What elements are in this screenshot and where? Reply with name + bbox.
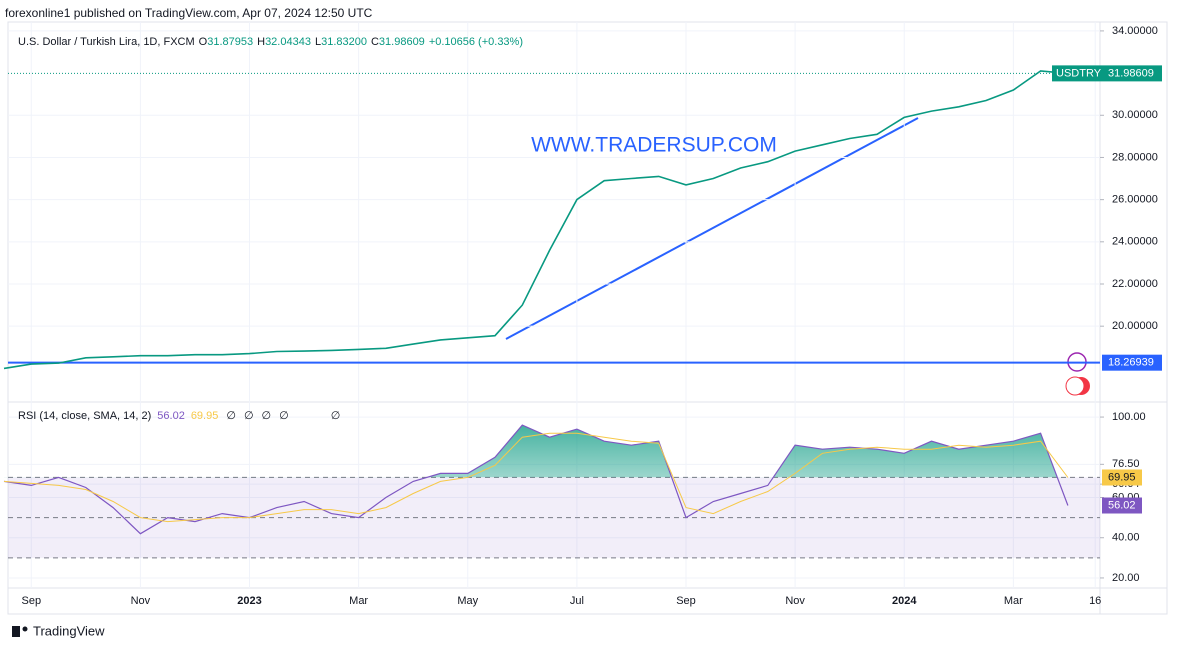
ohlc-key: H (257, 36, 265, 48)
y-tick-label: 100.00 (1112, 411, 1146, 423)
rsi-badge-label: 56.02 (1108, 499, 1136, 511)
y-tick-label: 30.00000 (1112, 109, 1158, 121)
ohlc-key: C (371, 36, 379, 48)
x-tick-label: Nov (785, 595, 805, 607)
y-tick-label: 20.00 (1112, 572, 1140, 584)
y-tick-label: 34.00000 (1112, 25, 1158, 37)
rsi-icon: ∅ (262, 410, 272, 422)
legend: U.S. Dollar / Turkish Lira, 1D, FXCM O31.… (18, 36, 523, 48)
x-tick-label: 2024 (892, 595, 917, 607)
rsi-icon: ∅ (244, 410, 254, 422)
symbol-title: U.S. Dollar / Turkish Lira, 1D, FXCM (18, 36, 195, 48)
rsi-icon: ∅ (279, 410, 289, 422)
change: +0.10656 (+0.33%) (429, 36, 523, 48)
x-tick-label: Jul (570, 595, 584, 607)
y-tick-label: 24.00000 (1112, 236, 1158, 248)
x-tick-label: May (457, 595, 478, 607)
rsi-legend-value: 69.95 (191, 410, 219, 422)
price-badge (1102, 65, 1162, 82)
ohlc-value: 31.87953 (207, 36, 253, 48)
rsi-title: RSI (14, close, SMA, 14, 2) (18, 410, 151, 422)
y-tick-label: 20.00000 (1112, 320, 1158, 332)
rsi-badge (1102, 469, 1142, 486)
y-tick-label: 26.00000 (1112, 194, 1158, 206)
price-badge-label: 31.98609 (1108, 67, 1154, 79)
logo (12, 626, 20, 637)
logo (22, 626, 28, 632)
rsi-badge-label: 69.95 (1108, 471, 1136, 483)
ohlc-key: L (315, 36, 321, 48)
y-tick-label: 76.50 (1112, 458, 1140, 470)
rsi-badge (1102, 497, 1142, 514)
x-tick-label: Sep (21, 595, 41, 607)
rsi-ma-line (3, 432, 1069, 523)
footer-brand: TradingView (33, 623, 105, 638)
rsi-legend-value: 56.02 (157, 410, 185, 422)
trend-line (505, 117, 919, 340)
rsi-icon: ∅ (226, 410, 236, 422)
flag-icon (1065, 376, 1085, 396)
rsi-line (3, 424, 1069, 535)
ohlc-value: 31.83200 (321, 36, 367, 48)
ohlc-value: 32.04343 (265, 36, 311, 48)
rsi-overbought-fill (426, 425, 1058, 478)
x-tick-label: Sep (676, 595, 696, 607)
y-tick-label: 22.00000 (1112, 278, 1158, 290)
publisher: forexonline1 published on TradingView.co… (5, 6, 373, 20)
y-tick-label: 40.00 (1112, 532, 1140, 544)
hline-badge-label: 18.26939 (1108, 357, 1154, 369)
x-tick-label: Mar (349, 595, 368, 607)
ohlc-key: O (199, 36, 208, 48)
x-tick-label: Nov (131, 595, 151, 607)
y-tick-label: 28.00000 (1112, 151, 1158, 163)
frame (7, 21, 1168, 615)
x-tick-label: 2023 (237, 595, 261, 607)
ohlc-value: 31.98609 (379, 36, 425, 48)
rsi-icon: ∅ (331, 410, 341, 422)
rsi-legend: RSI (14, close, SMA, 14, 2) 56.02 69.95 ∅ ∅ ∅… (18, 410, 340, 422)
x-tick-label: 16 (1089, 595, 1101, 607)
series-name-label: USDTRY (1056, 67, 1102, 79)
hline-badge (1102, 354, 1162, 371)
price-line-series (3, 70, 1068, 370)
watermark: WWW.TRADERSUP.COM (531, 134, 777, 157)
x-tick-label: Mar (1004, 595, 1023, 607)
last-price-badge (1052, 65, 1102, 82)
